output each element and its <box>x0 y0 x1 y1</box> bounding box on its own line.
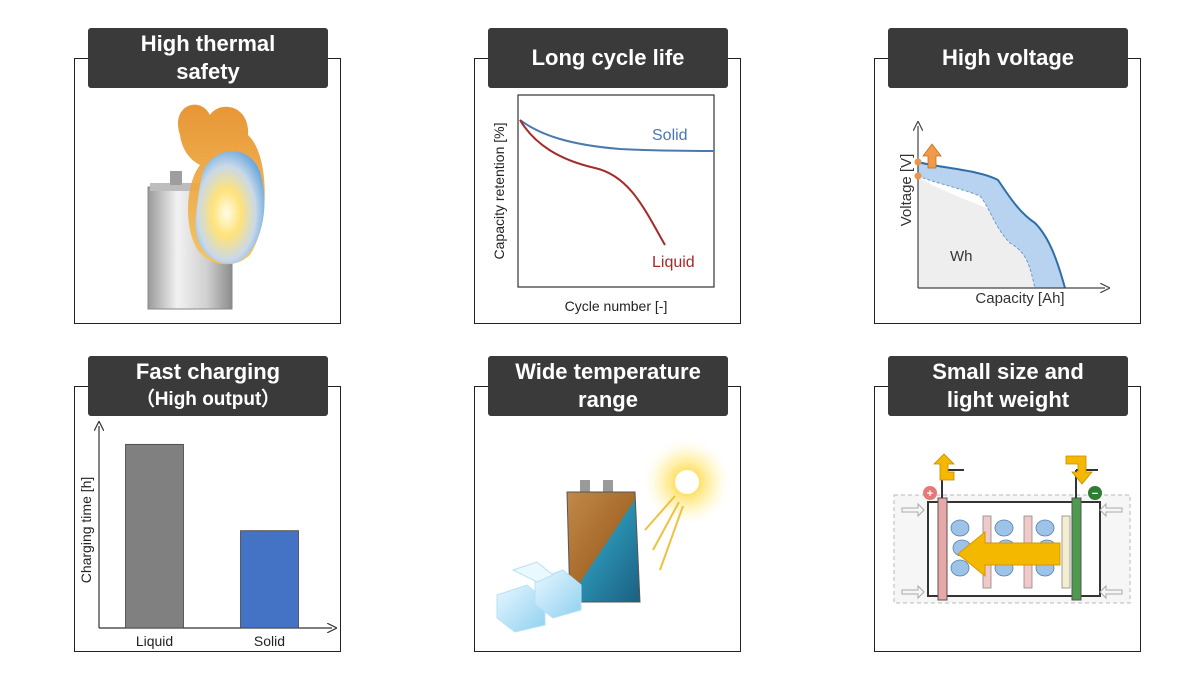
current-out-arrow-icon <box>933 453 955 481</box>
shrink-arrow-icon <box>901 502 925 518</box>
title-line: safety <box>176 59 240 84</box>
positive-terminal-icon <box>923 486 937 500</box>
voltage-band <box>918 162 1065 288</box>
bar-solid <box>240 530 299 629</box>
battery-cell-icon <box>566 491 641 603</box>
voltage-ylabel: Voltage [V] <box>898 154 915 227</box>
voltage-up-arrow-icon <box>922 143 942 169</box>
voltage-chart: Wh Capacity [Ah] Voltage [V] <box>898 118 1130 307</box>
title-line: High thermal <box>140 31 276 56</box>
shrink-arrow-icon <box>1099 502 1123 518</box>
positive-electrode <box>937 497 948 601</box>
title-line: High voltage <box>941 45 1074 70</box>
voltage-xlabel: Capacity [Ah] <box>975 290 1064 307</box>
title-line: light weight <box>946 387 1070 412</box>
liquid-curve <box>519 119 666 246</box>
bar-ylabel: Charging time [h] <box>78 477 94 584</box>
negative-terminal-icon <box>1088 486 1102 500</box>
voltage-curve-liquid <box>917 175 1036 289</box>
cycle-ylabel: Capacity retention [%] <box>491 123 507 260</box>
title-line: range <box>578 387 638 412</box>
solid-curve <box>519 119 715 152</box>
bar-liquid <box>125 443 184 629</box>
current-in-arrow-icon <box>1065 455 1093 485</box>
negative-electrode <box>1071 497 1082 601</box>
shrink-arrow-icon <box>901 584 925 600</box>
title-line: Long cycle life <box>531 45 685 70</box>
ice-cube-icon <box>534 569 582 619</box>
title-line: Fast charging <box>135 359 281 384</box>
cycle-life-chart: Solid Liquid Cycle number [-] Capacity r… <box>491 94 715 314</box>
charging-time-bar-chart: Liquid Solid Charging time [h] <box>78 420 338 649</box>
bar-category-label: Liquid <box>136 633 173 649</box>
title-wide-temperature: Wide temperature range <box>488 356 728 416</box>
title-high-voltage: High voltage <box>888 28 1128 88</box>
positive-symbol: + <box>927 488 933 500</box>
wh-label: Wh <box>950 248 973 265</box>
battery-fire-illustration <box>147 104 265 310</box>
title-cycle-life: Long cycle life <box>488 28 728 88</box>
cycle-xlabel: Cycle number [-] <box>565 298 668 314</box>
title-fast-charging: Fast charging （High output） <box>88 356 328 416</box>
temperature-illustration <box>496 436 733 633</box>
bar-category-label: Solid <box>254 633 285 649</box>
series-label-solid: Solid <box>652 127 688 144</box>
ion-flow-arrow-icon <box>957 530 1061 578</box>
shrink-arrow-icon <box>1099 584 1123 600</box>
cell-structure-diagram: + − <box>893 453 1131 604</box>
ice-cube-icon <box>511 561 554 583</box>
series-label-liquid: Liquid <box>652 254 695 271</box>
title-line: Small size and <box>932 359 1084 384</box>
negative-symbol: − <box>1092 488 1098 500</box>
title-small-size: Small size and light weight <box>888 356 1128 416</box>
ice-cube-icon <box>496 584 546 633</box>
voltage-curve-solid <box>917 161 1066 289</box>
title-line: （High output） <box>135 389 281 410</box>
plot-frame <box>517 94 715 288</box>
title-thermal-safety: High thermal safety <box>88 28 328 88</box>
title-line: Wide temperature <box>515 359 701 384</box>
